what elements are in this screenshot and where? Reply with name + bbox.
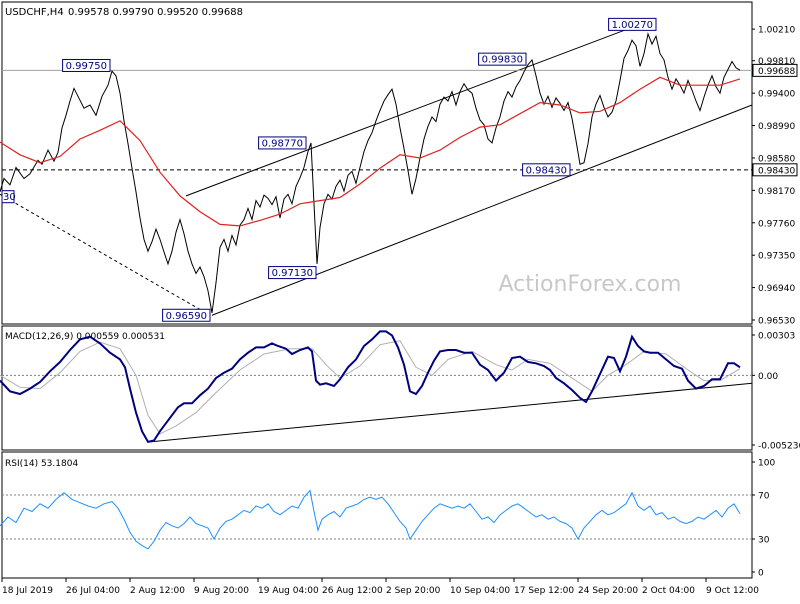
price-axis-tick-label: 0.96530 xyxy=(758,317,795,327)
price-annotation-box xyxy=(478,52,527,66)
x-axis-tick-label: 26 Aug 12:00 xyxy=(322,586,383,596)
price-annotation-box xyxy=(162,308,211,322)
left-clip-label: 30 xyxy=(3,192,16,203)
x-axis-tick-label: 10 Sep 04:00 xyxy=(450,586,510,596)
price-trend-line xyxy=(211,104,753,316)
price-axis-tick-label: 0.98580 xyxy=(758,154,795,164)
macd-panel-frame xyxy=(1,325,753,451)
price-axis-tick-label: 0.96940 xyxy=(758,284,795,294)
support-level-label: 0.98430 xyxy=(758,166,795,176)
price-annotation-box xyxy=(608,17,657,31)
rsi-axis-tick-label: 70 xyxy=(758,492,770,502)
price-trend-line xyxy=(185,23,641,197)
price-axis-tick-label: 0.97350 xyxy=(758,252,795,262)
price-annotation-box xyxy=(258,136,307,150)
support-level-box xyxy=(752,163,798,177)
rsi-layer: RSI(14) 53.1804 100 70 30 0 xyxy=(0,459,775,579)
price-series-line xyxy=(0,32,741,313)
price-axis-tick-label: 0.98990 xyxy=(758,122,795,132)
price-annotation-label: 0.98430 xyxy=(526,165,567,176)
price-panel-frame xyxy=(1,1,753,325)
price-annotation-box xyxy=(522,163,571,177)
x-axis-tick-label: 26 Jul 04:00 xyxy=(66,586,120,596)
macd-trend-line xyxy=(149,382,753,443)
price-axis-tick-label: 0.99810 xyxy=(758,57,795,67)
x-axis-tick-label: 2 Aug 12:00 xyxy=(130,586,185,596)
watermark: ActionForex.com xyxy=(499,272,682,297)
price-annotation-box xyxy=(268,266,317,280)
x-axis-tick-label: 9 Oct 12:00 xyxy=(706,586,759,596)
moving-average-line xyxy=(0,76,741,227)
rsi-line xyxy=(0,489,741,550)
rsi-axis-tick-label: 30 xyxy=(758,536,770,546)
rsi-axis-tick-label: 100 xyxy=(758,459,775,469)
rsi-axis-tick-label: 0 xyxy=(758,569,764,579)
price-annotation-label: 0.96590 xyxy=(166,311,207,322)
rsi-title: RSI(14) 53.1804 xyxy=(5,459,78,469)
price-annotation-box xyxy=(62,58,111,72)
rsi-panel-frame xyxy=(1,451,753,579)
price-trend-line xyxy=(0,193,211,316)
current-price-label: 0.99688 xyxy=(758,67,795,77)
axis-layer: 18 Jul 2019 26 Jul 04:00 2 Aug 12:00 9 Aug … xyxy=(1,578,759,596)
macd-axis-tick-label: 0.00 xyxy=(758,372,778,382)
price-annotation-label: 1.00270 xyxy=(612,20,653,31)
price-axis-tick-label: 0.98170 xyxy=(758,187,795,197)
price-axis-tick-label: 0.99400 xyxy=(758,90,795,100)
symbol-title: USDCHF,H4 xyxy=(5,7,64,18)
macd-axis-tick-label: -0.005236 xyxy=(758,442,800,452)
macd-title: MACD(12,26,9) 0.000559 0.000531 xyxy=(5,332,165,342)
macd-main-line xyxy=(0,330,741,444)
macd-axis-tick-label: 0.00303 xyxy=(758,332,795,342)
price-layer: 0.99750 0.98770 0.97130 0.96590 0.99830 0.984… xyxy=(0,17,798,327)
x-axis-tick-label: 24 Sep 20:00 xyxy=(578,586,638,596)
x-axis-tick-label: 9 Aug 20:00 xyxy=(194,586,249,596)
x-axis-tick-label: 17 Sep 12:00 xyxy=(514,586,574,596)
price-annotation-label: 0.99750 xyxy=(66,61,107,72)
price-annotation-label: 0.97130 xyxy=(272,268,313,279)
current-price-box xyxy=(752,63,798,77)
macd-signal-line xyxy=(0,340,741,435)
x-axis-tick-label: 19 Aug 04:00 xyxy=(258,586,319,596)
x-axis-tick-label: 18 Jul 2019 xyxy=(2,586,53,596)
ohlc-readout: 0.99578 0.99790 0.99520 0.99688 xyxy=(68,7,243,18)
price-axis-tick-label: 0.97760 xyxy=(758,219,795,229)
x-axis-tick-label: 2 Oct 04:00 xyxy=(642,586,695,596)
x-axis-tick-label: 2 Sep 20:00 xyxy=(386,586,441,596)
macd-layer: MACD(12,26,9) 0.000559 0.000531 0.00303 0.… xyxy=(0,330,800,452)
price-annotation-label: 0.98770 xyxy=(262,138,303,149)
price-axis-tick-label: 1.00210 xyxy=(758,26,795,36)
price-annotation-label: 0.99830 xyxy=(482,55,523,66)
left-clip-box xyxy=(1,190,15,204)
